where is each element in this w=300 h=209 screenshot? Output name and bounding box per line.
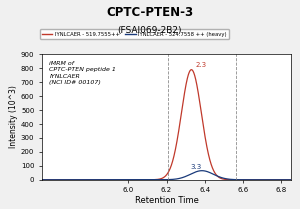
Y-axis label: Intensity (10^3): Intensity (10^3) [9,86,18,148]
Text: CPTC-PTEN-3: CPTC-PTEN-3 [106,6,194,19]
Text: iMRM of
CPTC-PTEN peptide 1
IYNLCAER
(NCI ID# 00107): iMRM of CPTC-PTEN peptide 1 IYNLCAER (NC… [50,61,116,85]
Text: (FSAI069-2B2): (FSAI069-2B2) [118,26,182,35]
Legend: IYNLCAER - 519.7555++, IYNLCAER - 524.7558 ++ (heavy): IYNLCAER - 519.7555++, IYNLCAER - 524.75… [40,29,229,39]
Text: 3.3: 3.3 [190,164,202,170]
Text: 2.3: 2.3 [195,62,206,68]
X-axis label: Retention Time: Retention Time [135,196,198,205]
